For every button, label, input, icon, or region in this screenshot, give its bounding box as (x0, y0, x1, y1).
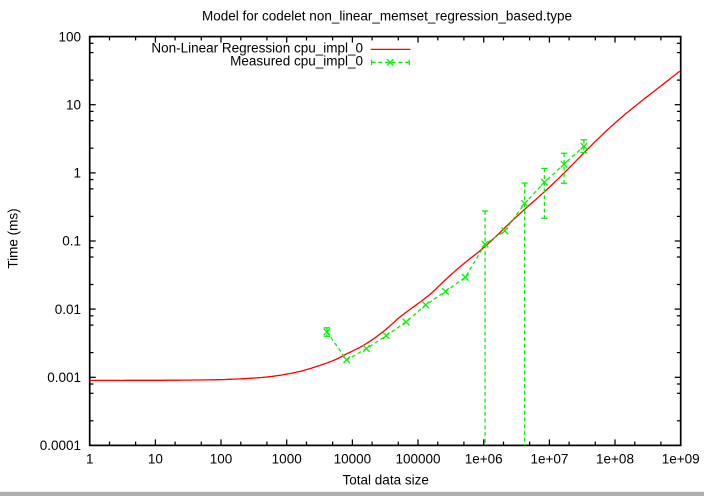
svg-text:10000: 10000 (334, 452, 372, 467)
svg-text:1e+09: 1e+09 (662, 452, 700, 467)
svg-text:100000: 100000 (395, 452, 440, 467)
svg-text:0.0001: 0.0001 (40, 438, 81, 453)
svg-text:Model for codelet non_linear_m: Model for codelet non_linear_memset_regr… (202, 9, 572, 24)
svg-text:1e+07: 1e+07 (530, 452, 568, 467)
svg-text:1000: 1000 (272, 452, 302, 467)
svg-text:Time (ms): Time (ms) (6, 208, 21, 268)
svg-text:Total data size: Total data size (343, 472, 429, 487)
svg-text:1: 1 (73, 166, 81, 181)
svg-text:Non-Linear Regression cpu_impl: Non-Linear Regression cpu_impl_0 (151, 40, 363, 55)
svg-text:10: 10 (148, 452, 163, 467)
svg-text:100: 100 (210, 452, 233, 467)
svg-text:100: 100 (58, 29, 81, 44)
svg-text:Measured cpu_impl_0: Measured cpu_impl_0 (230, 53, 363, 68)
svg-text:0.001: 0.001 (47, 370, 81, 385)
svg-text:10: 10 (66, 97, 81, 112)
svg-text:1e+06: 1e+06 (465, 452, 503, 467)
svg-text:0.01: 0.01 (55, 302, 81, 317)
svg-text:1e+08: 1e+08 (596, 452, 634, 467)
svg-text:1: 1 (86, 452, 94, 467)
svg-text:0.1: 0.1 (62, 234, 81, 249)
